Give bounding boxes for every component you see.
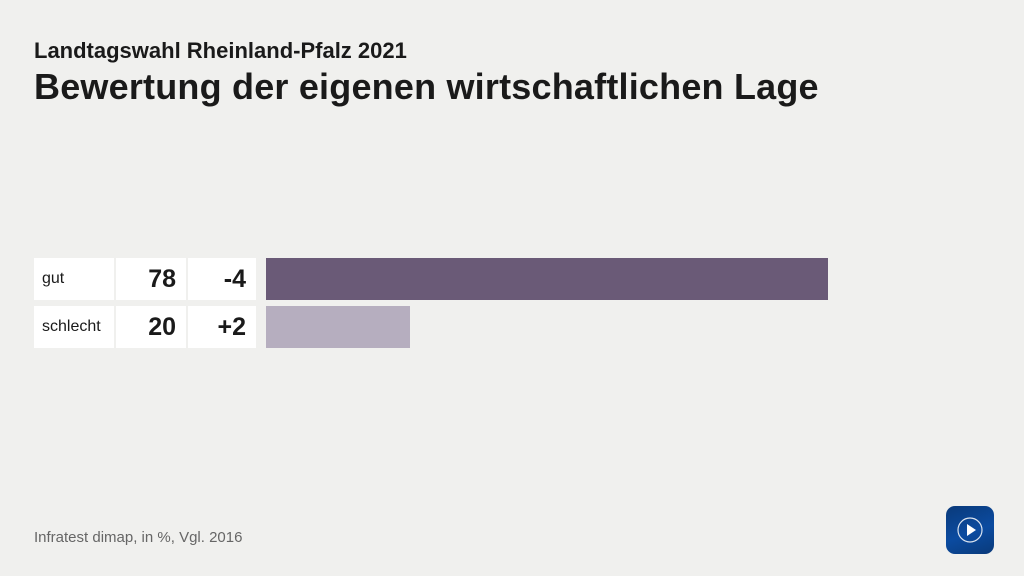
chart-row: schlecht 20 +2 [34, 306, 990, 348]
source-text: Infratest dimap, in %, Vgl. 2016 [34, 529, 242, 546]
row-label: schlecht [34, 306, 114, 348]
row-change: -4 [188, 258, 256, 300]
chart-row: gut 78 -4 [34, 258, 990, 300]
row-change: +2 [188, 306, 256, 348]
row-value: 78 [116, 258, 186, 300]
bar-track [266, 258, 990, 300]
chart-subtitle: Landtagswahl Rheinland-Pfalz 2021 [34, 38, 407, 64]
broadcaster-logo [946, 506, 994, 554]
row-value: 20 [116, 306, 186, 348]
bar-gut [266, 258, 828, 300]
bar-track [266, 306, 990, 348]
play-triangle-icon [955, 515, 985, 545]
chart-title: Bewertung der eigenen wirtschaftlichen L… [34, 66, 819, 108]
row-label: gut [34, 258, 114, 300]
bar-schlecht [266, 306, 410, 348]
bar-chart: gut 78 -4 schlecht 20 +2 [34, 258, 990, 354]
